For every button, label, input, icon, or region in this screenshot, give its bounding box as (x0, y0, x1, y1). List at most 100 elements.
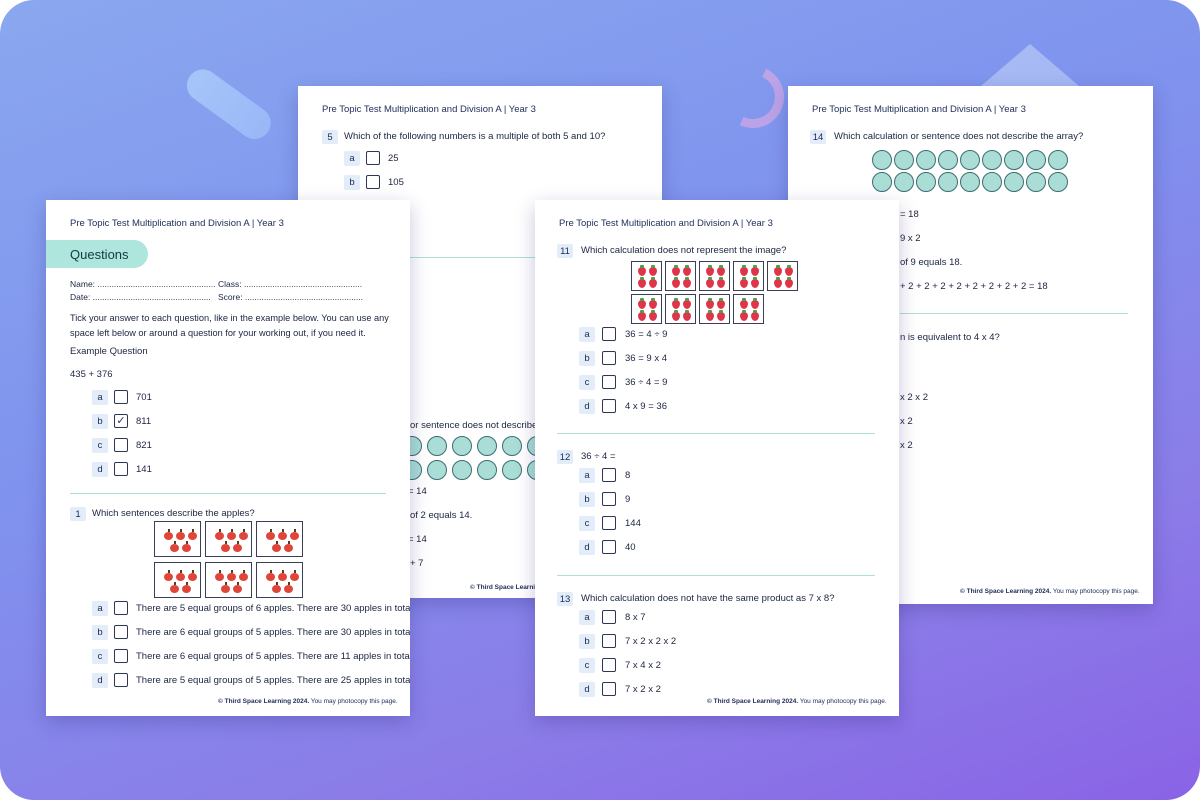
strawberry-icon (683, 298, 691, 309)
answer-checkbox[interactable] (602, 610, 616, 624)
question-text: Which of the following numbers is a mult… (344, 131, 606, 142)
answer-checkbox[interactable] (114, 673, 128, 687)
copyright-text: © Third Space Learning 2024. (470, 584, 562, 591)
counter-circle (427, 436, 447, 456)
counter-circle (894, 150, 914, 170)
option-letter: c (579, 658, 595, 673)
answer-checkbox[interactable] (114, 649, 128, 663)
option-letter: d (579, 682, 595, 697)
answer-checkbox[interactable] (366, 151, 380, 165)
apple-icon (215, 529, 224, 540)
option-text: = 18 (900, 209, 919, 220)
option-text: There are 5 equal groups of 6 apples. Th… (136, 603, 410, 614)
answer-checkbox[interactable] (602, 375, 616, 389)
page-footer: © Third Space Learning 2024. You may pho… (218, 698, 398, 705)
option-text: 7 x 2 x 2 (625, 684, 661, 695)
option-text: 25 (388, 153, 399, 164)
copyright-text: © Third Space Learning 2024. (218, 698, 310, 705)
option-letter: d (579, 540, 595, 555)
answer-checkbox[interactable] (114, 462, 128, 476)
apple-group-box (154, 562, 201, 598)
counter-circle (872, 150, 892, 170)
option-text: + 2 + 2 + 2 + 2 + 2 + 2 + 2 + 2 = 18 (900, 281, 1048, 292)
photocopy-note: You may photocopy this page. (1052, 588, 1140, 595)
counter-circle (427, 460, 447, 480)
counter-circle (894, 172, 914, 192)
question-text: or sentence does not describe th (410, 420, 548, 431)
option-text: 811 (136, 416, 152, 427)
counter-circle (982, 150, 1002, 170)
counter-circle (452, 460, 472, 480)
strawberry-icon (706, 298, 714, 309)
answer-checkbox[interactable] (602, 351, 616, 365)
option-text: 40 (625, 542, 636, 553)
answer-checkbox[interactable] (114, 438, 128, 452)
answer-checkbox-checked[interactable]: ✓ (114, 414, 128, 428)
strawberry-icon (706, 265, 714, 276)
option-letter: a (579, 610, 595, 625)
option-letter: b (579, 634, 595, 649)
apple-icon (290, 570, 299, 581)
strawberry-icon (740, 277, 748, 288)
answer-checkbox[interactable] (602, 399, 616, 413)
answer-checkbox[interactable] (602, 468, 616, 482)
apple-icon (233, 582, 242, 593)
answer-checkbox[interactable] (602, 540, 616, 554)
answer-checkbox[interactable] (602, 327, 616, 341)
option-text: 821 (136, 440, 152, 451)
option-letter: a (579, 327, 595, 342)
name-field: Name: ..................................… (70, 279, 216, 289)
page-header: Pre Topic Test Multiplication and Divisi… (322, 104, 536, 115)
apple-icon (233, 541, 242, 552)
page-header: Pre Topic Test Multiplication and Divisi… (559, 218, 773, 229)
answer-checkbox[interactable] (366, 175, 380, 189)
option-text: + 7 (410, 558, 424, 569)
answer-checkbox[interactable] (602, 516, 616, 530)
worksheet-page-3: Pre Topic Test Multiplication and Divisi… (535, 200, 899, 716)
answer-checkbox[interactable] (114, 601, 128, 615)
counter-circle (1026, 172, 1046, 192)
strawberry-group-box (665, 261, 696, 291)
apple-icon (188, 570, 197, 581)
copyright-text: © Third Space Learning 2024. (707, 698, 799, 705)
strawberry-group-box (767, 261, 798, 291)
questions-heading: Questions (46, 240, 148, 268)
strawberry-icon (706, 310, 714, 321)
counter-circle (938, 150, 958, 170)
counter-circle (477, 460, 497, 480)
counter-circle (502, 460, 522, 480)
option-text: 144 (625, 518, 641, 529)
apple-icon (239, 529, 248, 540)
instructions: Tick your answer to each question, like … (70, 313, 389, 338)
apple-group-box (256, 562, 303, 598)
option-text: 105 (388, 177, 404, 188)
example-heading: Example Question (70, 346, 148, 357)
option-letter: b (92, 414, 108, 429)
answer-checkbox[interactable] (602, 492, 616, 506)
counter-circle (938, 172, 958, 192)
page-header: Pre Topic Test Multiplication and Divisi… (70, 218, 284, 229)
option-text: 7 x 4 x 2 (625, 660, 661, 671)
apple-icon (164, 570, 173, 581)
option-text: x 2 x 2 (900, 392, 928, 403)
option-letter: b (344, 175, 360, 190)
question-number: 11 (557, 244, 573, 258)
apple-icon (182, 582, 191, 593)
page-footer: © Third Space Learning 2024. You may pho… (960, 588, 1140, 595)
answer-checkbox[interactable] (114, 390, 128, 404)
answer-checkbox[interactable] (602, 634, 616, 648)
answer-checkbox[interactable] (114, 625, 128, 639)
option-text: 7 x 2 x 2 x 2 (625, 636, 677, 647)
strawberry-icon (740, 265, 748, 276)
strawberry-icon (740, 310, 748, 321)
strawberry-icon (717, 298, 725, 309)
counter-circle (1048, 172, 1068, 192)
answer-checkbox[interactable] (602, 658, 616, 672)
apple-icon (266, 570, 275, 581)
apple-icon (278, 529, 287, 540)
strawberry-group-box (665, 294, 696, 324)
answer-checkbox[interactable] (602, 682, 616, 696)
option-text: There are 6 equal groups of 5 apples. Th… (136, 627, 410, 638)
question-number: 1 (70, 507, 86, 521)
